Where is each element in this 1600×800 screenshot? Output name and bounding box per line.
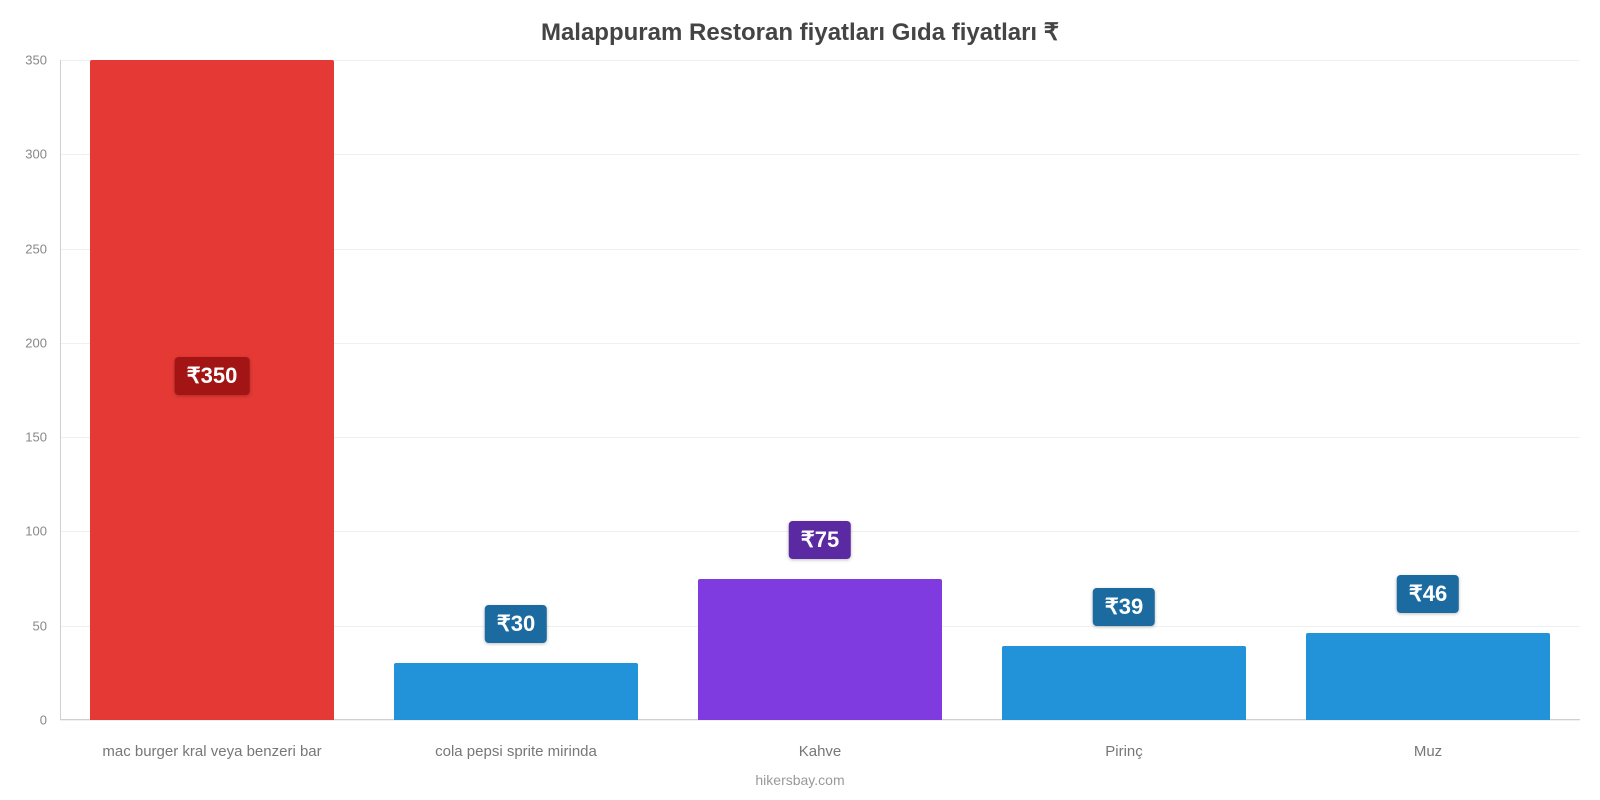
y-tick-label: 250: [25, 241, 47, 256]
value-badge: ₹46: [1397, 575, 1459, 613]
bar-slot: ₹30: [364, 60, 668, 720]
bar: ₹46: [1306, 633, 1549, 720]
y-tick-label: 300: [25, 147, 47, 162]
bar-slot: ₹46: [1276, 60, 1580, 720]
bar: ₹39: [1002, 646, 1245, 720]
credit-text: hikersbay.com: [0, 772, 1600, 788]
x-axis-label: cola pepsi sprite mirinda: [364, 743, 668, 760]
y-tick-label: 0: [40, 713, 47, 728]
x-axis-label: Pirinç: [972, 743, 1276, 760]
y-tick-label: 100: [25, 524, 47, 539]
plot-area: ₹350 ₹30 ₹75 ₹39 ₹46: [60, 60, 1580, 720]
x-axis-label: Kahve: [668, 743, 972, 760]
bar: ₹350: [90, 60, 333, 720]
bar-slot: ₹39: [972, 60, 1276, 720]
y-tick-label: 350: [25, 53, 47, 68]
bar-slot: ₹350: [60, 60, 364, 720]
value-badge: ₹30: [485, 605, 547, 643]
value-badge: ₹75: [789, 521, 851, 559]
y-tick-label: 200: [25, 335, 47, 350]
chart-title: Malappuram Restoran fiyatları Gıda fiyat…: [0, 0, 1600, 55]
value-badge: ₹350: [175, 357, 250, 395]
y-tick-label: 50: [33, 618, 47, 633]
bars-container: ₹350 ₹30 ₹75 ₹39 ₹46: [60, 60, 1580, 720]
x-axis-label: Muz: [1276, 743, 1580, 760]
x-axis: mac burger kral veya benzeri barcola pep…: [60, 743, 1580, 760]
bar: ₹30: [394, 663, 637, 720]
bar: ₹75: [698, 579, 941, 720]
x-axis-label: mac burger kral veya benzeri bar: [60, 743, 364, 760]
bar-slot: ₹75: [668, 60, 972, 720]
y-tick-label: 150: [25, 430, 47, 445]
price-bar-chart: Malappuram Restoran fiyatları Gıda fiyat…: [0, 0, 1600, 800]
gridline: [60, 720, 1580, 721]
y-axis: 050100150200250300350: [0, 60, 55, 720]
value-badge: ₹39: [1093, 588, 1155, 626]
